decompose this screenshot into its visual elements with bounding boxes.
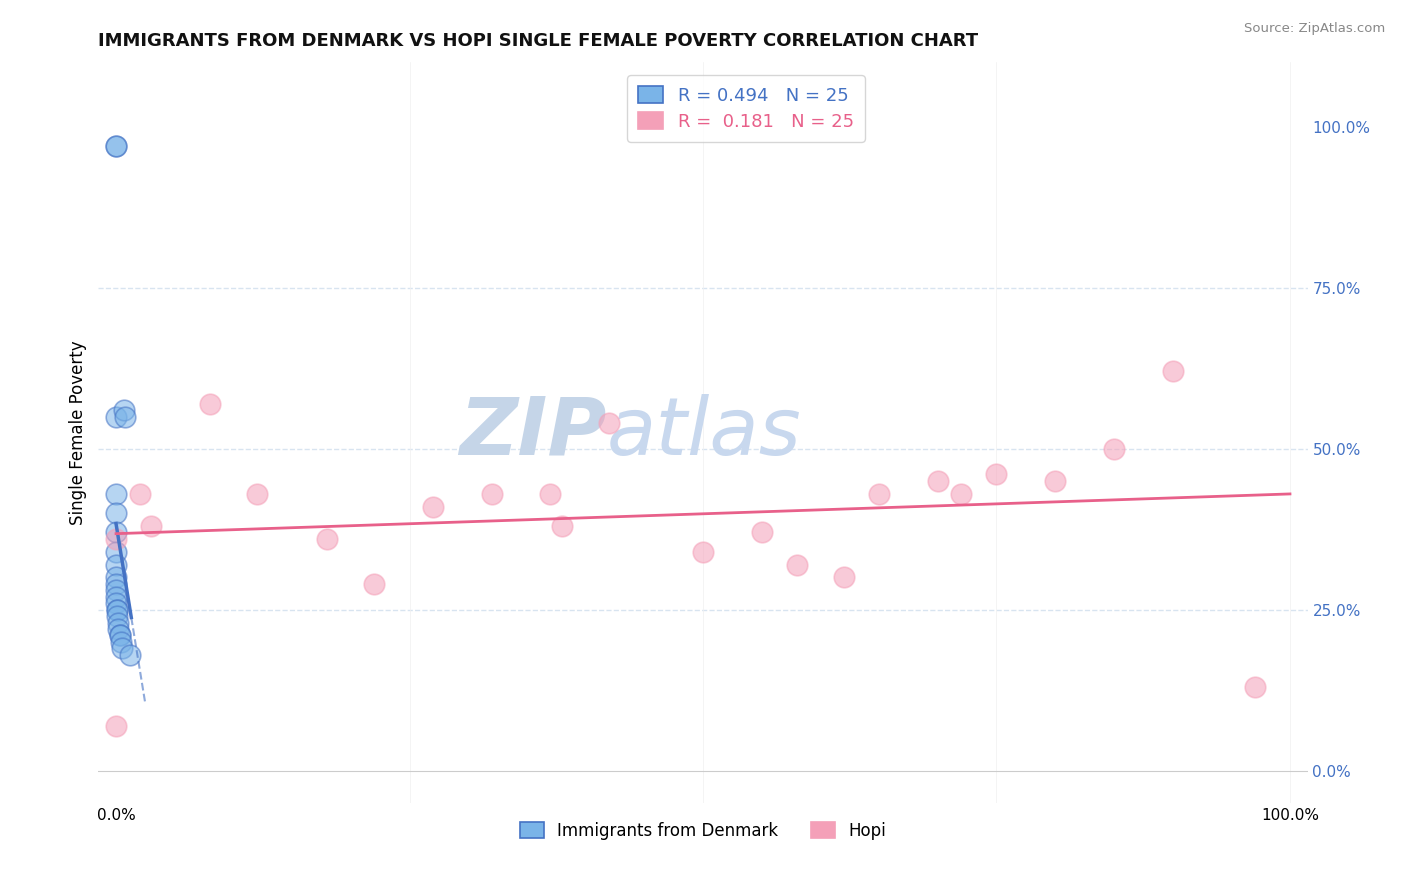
Point [105, 609, 128, 624]
Point [105, 718, 128, 732]
Point [198, 397, 221, 411]
Point [105, 558, 128, 572]
Text: IMMIGRANTS FROM DENMARK VS HOPI SINGLE FEMALE POVERTY CORRELATION CHART: IMMIGRANTS FROM DENMARK VS HOPI SINGLE F… [98, 32, 979, 50]
Point [111, 641, 134, 656]
Point [751, 525, 773, 540]
Point [105, 545, 128, 559]
Point [128, 487, 150, 501]
Point [110, 635, 132, 649]
Point [786, 558, 808, 572]
Point [538, 487, 561, 501]
Point [108, 628, 131, 642]
Point [105, 409, 128, 424]
Point [105, 487, 128, 501]
Point [868, 487, 890, 501]
Point [986, 467, 1008, 482]
Text: ZIP: ZIP [458, 393, 606, 472]
Point [114, 409, 136, 424]
Point [112, 403, 135, 417]
Point [950, 487, 973, 501]
Point [107, 615, 129, 630]
Point [1243, 680, 1265, 694]
Point [105, 532, 128, 546]
Point [551, 519, 574, 533]
Point [692, 545, 714, 559]
Point [107, 622, 129, 636]
Point [105, 525, 128, 540]
Point [316, 532, 339, 546]
Point [105, 570, 128, 584]
Text: atlas: atlas [606, 393, 801, 472]
Point [105, 139, 128, 153]
Point [120, 648, 142, 662]
Text: Source: ZipAtlas.com: Source: ZipAtlas.com [1244, 22, 1385, 36]
Point [927, 474, 949, 488]
Point [105, 506, 128, 520]
Point [1043, 474, 1066, 488]
Point [1161, 364, 1184, 378]
Y-axis label: Single Female Poverty: Single Female Poverty [69, 341, 87, 524]
Point [363, 577, 385, 591]
Point [141, 519, 163, 533]
Point [105, 583, 128, 598]
Point [422, 500, 444, 514]
Point [105, 590, 128, 604]
Point [105, 602, 128, 616]
Point [1102, 442, 1125, 456]
Point [108, 628, 131, 642]
Point [105, 596, 128, 610]
Point [105, 139, 128, 153]
Legend: Immigrants from Denmark, Hopi: Immigrants from Denmark, Hopi [513, 815, 893, 847]
Point [105, 602, 128, 616]
Point [105, 577, 128, 591]
Point [481, 487, 503, 501]
Point [832, 570, 855, 584]
Point [598, 416, 620, 430]
Point [246, 487, 269, 501]
